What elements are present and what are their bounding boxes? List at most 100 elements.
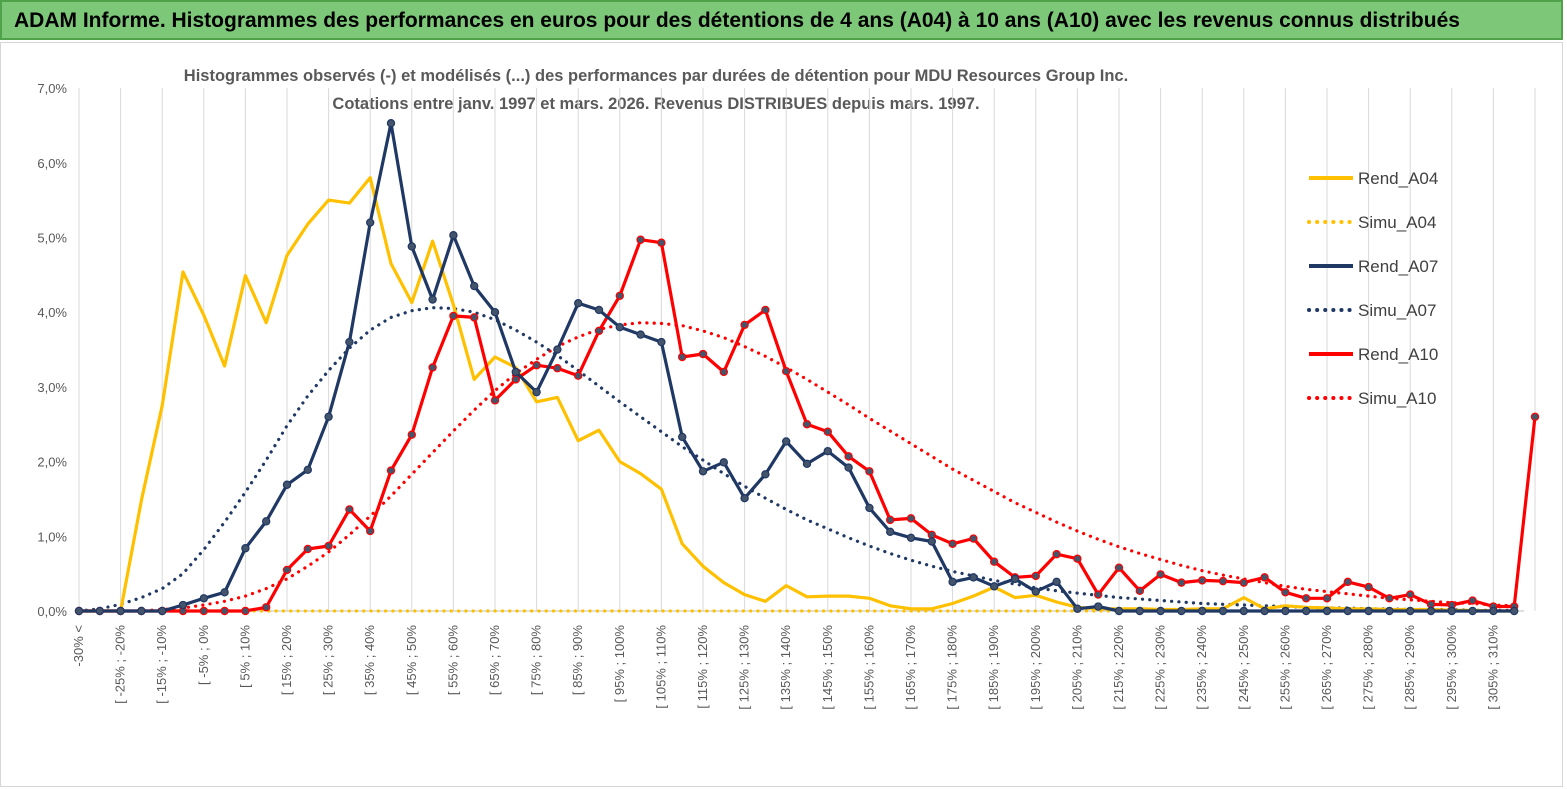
data-point-rend-a07 [1177, 606, 1186, 616]
x-tick-label: [ 185% ; 190% [986, 625, 1001, 710]
data-point-rend-a10 [199, 606, 208, 616]
data-point-rend-a10 [719, 367, 729, 377]
data-point-rend-a07 [116, 606, 125, 616]
data-point-rend-a10 [886, 515, 895, 525]
x-tick-label: [ 5% ; 10% [237, 625, 252, 688]
report-banner: ADAM Informe. Histogrammes des performan… [0, 0, 1563, 40]
data-point-rend-a10 [428, 363, 437, 372]
data-point-rend-a07 [1385, 606, 1394, 616]
data-point-rend-a07 [303, 465, 312, 475]
data-point-rend-a07 [990, 582, 999, 591]
data-point-rend-a10 [1239, 578, 1249, 587]
data-point-rend-a10 [1260, 573, 1269, 582]
series-line-simu-a10 [77, 321, 1516, 613]
x-tick-label: [ 195% ; 200% [1028, 625, 1043, 710]
data-point-rend-a07 [282, 480, 292, 489]
x-tick-label: [ 105% ; 110% [653, 625, 668, 709]
data-point-rend-a10 [927, 530, 937, 540]
legend-label-simu-a07: Simu_A07 [1358, 301, 1436, 320]
data-point-rend-a07 [574, 299, 583, 308]
data-point-rend-a07 [1010, 574, 1020, 584]
data-point-rend-a07 [95, 606, 105, 616]
data-point-rend-a07 [345, 337, 354, 347]
data-point-rend-a07 [1114, 606, 1124, 616]
x-tick-label: [ -5% ; 0% [196, 625, 211, 685]
data-point-rend-a07 [1322, 606, 1332, 616]
data-point-rend-a10 [1281, 588, 1290, 597]
x-tick-label: [ 115% ; 120% [695, 625, 710, 709]
y-tick-label: 6,0% [37, 156, 67, 171]
data-point-rend-a10 [386, 466, 396, 475]
data-point-rend-a10 [532, 361, 541, 370]
data-point-rend-a07 [906, 533, 916, 542]
data-point-rend-a07 [178, 600, 188, 610]
data-point-rend-a07 [1489, 606, 1498, 616]
data-point-rend-a10 [906, 514, 916, 523]
data-point-rend-a10 [1031, 571, 1041, 581]
x-tick-label: [ 175% ; 180% [945, 625, 960, 710]
data-point-rend-a07 [262, 517, 271, 526]
data-point-rend-a07 [324, 412, 333, 421]
data-point-rend-a07 [886, 527, 895, 537]
x-tick-label: [ 305% ; 310% [1485, 625, 1500, 710]
data-point-rend-a07 [1073, 604, 1082, 613]
chart-title-line-1: Histogrammes observés (-) et modélisés (… [184, 67, 1128, 85]
data-point-rend-a07 [511, 367, 520, 377]
data-point-rend-a07 [761, 470, 770, 479]
x-axis: -30% < [ -25% ; -20% [ -15% ; -10% [ -5% ; … [71, 610, 1525, 710]
data-point-rend-a10 [511, 375, 520, 384]
x-tick-label: [ 205% ; 210% [1069, 625, 1084, 710]
data-point-rend-a07 [1426, 606, 1436, 616]
data-point-rend-a10 [740, 320, 749, 330]
x-tick-label: [ 225% ; 230% [1153, 625, 1168, 710]
legend-label-simu-a10: Simu_A10 [1358, 389, 1436, 408]
data-point-rend-a07 [1239, 606, 1249, 616]
y-tick-label: 3,0% [37, 380, 67, 395]
data-point-rend-a07 [1509, 606, 1519, 616]
x-tick-label: [ 135% ; 140% [778, 625, 793, 710]
x-tick-label: [ -25% ; -20% [113, 625, 128, 704]
report-title: ADAM Informe. Histogrammes des performan… [14, 9, 1460, 32]
data-point-rend-a10 [303, 544, 312, 554]
data-point-rend-a10 [1468, 596, 1477, 605]
data-point-rend-a07 [1156, 606, 1165, 616]
x-tick-label: [ 15% ; 20% [279, 625, 294, 696]
x-tick-label: [ 285% ; 290% [1402, 625, 1417, 710]
series-line-rend-a07 [79, 121, 1515, 613]
data-point-rend-a07 [1301, 606, 1311, 616]
legend-label-rend-a04: Rend_A04 [1358, 169, 1438, 188]
x-tick-label: [ 65% ; 70% [487, 625, 502, 696]
y-tick-label: 2,0% [37, 455, 67, 470]
data-point-rend-a10 [1426, 600, 1436, 609]
legend: Rend_A04 Simu_A04 Rend_A07 Simu_A07 Rend_A10… [1307, 169, 1438, 408]
data-point-rend-a07 [844, 463, 853, 472]
data-point-rend-a07 [386, 119, 396, 128]
data-point-rend-a10 [948, 539, 957, 548]
y-tick-label: 0,0% [37, 604, 67, 619]
x-tick-label: [ 235% ; 240% [1194, 625, 1209, 710]
data-point-rend-a07 [490, 308, 500, 317]
data-point-rend-a07 [636, 330, 645, 339]
chart-title-line-2: Cotations entre janv. 1997 et mars. 2026… [332, 95, 979, 113]
data-point-rend-a10 [262, 603, 271, 612]
data-point-rend-a10 [220, 606, 229, 616]
data-point-rend-a07 [802, 459, 812, 469]
data-point-rend-a07 [366, 218, 375, 227]
x-tick-label: [ -15% ; -10% [154, 625, 169, 704]
data-point-rend-a07 [241, 544, 250, 553]
data-point-rend-a10 [615, 291, 625, 300]
data-point-rend-a10 [1364, 582, 1373, 592]
data-point-rend-a07 [740, 494, 749, 503]
data-point-rend-a10 [1218, 576, 1228, 586]
data-point-rend-a07 [199, 594, 208, 603]
x-tick-label: [ 165% ; 170% [903, 625, 918, 710]
y-axis: 0,0% 1,0% 2,0% 3,0% 4,0% 5,0% 6,0% 7,0% [37, 81, 67, 619]
data-point-rend-a10 [1301, 594, 1311, 603]
chart-area: Histogrammes observés (-) et modélisés (… [0, 42, 1563, 787]
data-point-rend-a10 [345, 505, 354, 514]
x-tick-label: [ 55% ; 60% [445, 625, 460, 696]
legend-label-simu-a04: Simu_A04 [1358, 213, 1436, 232]
data-point-rend-a07 [678, 432, 687, 442]
data-point-rend-a07 [74, 606, 84, 616]
data-point-rend-a10 [1177, 578, 1186, 587]
